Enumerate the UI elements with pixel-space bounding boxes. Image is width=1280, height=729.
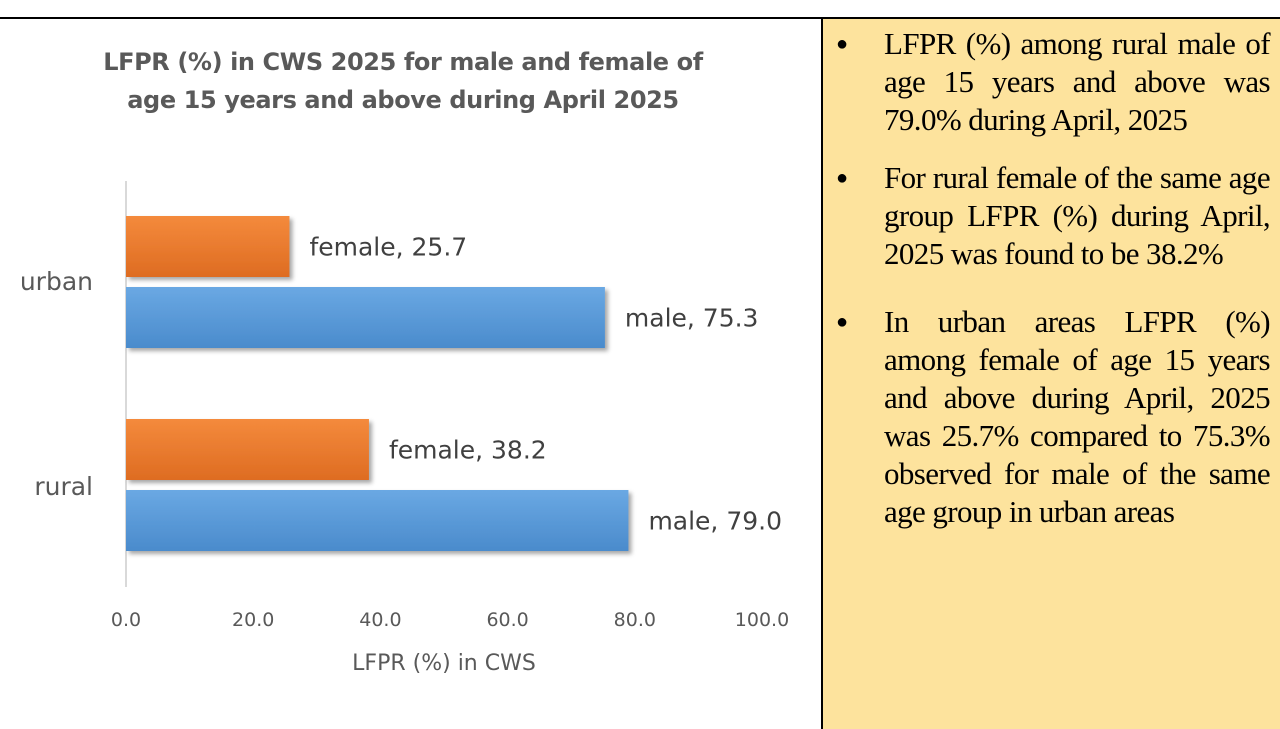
summary-bullet-rural-male: ● LFPR (%) among rural male of age 15 ye… bbox=[836, 25, 1271, 139]
summary-panel: ● LFPR (%) among rural male of age 15 ye… bbox=[823, 19, 1280, 729]
chart-title-line-1: LFPR (%) in CWS 2025 for male and female… bbox=[103, 48, 703, 76]
data-label-urban-female: female, 25.7 bbox=[309, 233, 467, 262]
data-label-urban-male: male, 75.3 bbox=[625, 304, 759, 333]
x-tick-label: 100.0 bbox=[735, 609, 789, 631]
bullet-icon: ● bbox=[836, 311, 849, 333]
chart-panel: LFPR (%) in CWS 2025 for male and female… bbox=[0, 19, 821, 729]
x-axis-title: LFPR (%) in CWS bbox=[352, 651, 536, 676]
summary-bullet-urban: ● In urban areas LFPR (%) among female o… bbox=[836, 303, 1271, 531]
category-label-rural: rural bbox=[34, 472, 93, 501]
bar-urban-male bbox=[126, 287, 605, 348]
summary-bullet-rural-female: ● For rural female of the same age group… bbox=[836, 159, 1271, 273]
bullet-icon: ● bbox=[836, 33, 849, 55]
summary-text: LFPR (%) among rural male of age 15 year… bbox=[884, 26, 1271, 137]
bar-rural-female bbox=[126, 419, 369, 480]
chart-title-line-2: age 15 years and above during April 2025 bbox=[127, 86, 679, 114]
category-label-urban: urban bbox=[20, 267, 93, 296]
x-tick-label: 0.0 bbox=[111, 609, 141, 631]
top-border bbox=[0, 17, 1280, 19]
chart-title: LFPR (%) in CWS 2025 for male and female… bbox=[0, 43, 806, 119]
x-tick-label: 60.0 bbox=[486, 609, 528, 631]
x-tick-label: 40.0 bbox=[359, 609, 401, 631]
bullet-icon: ● bbox=[836, 167, 849, 189]
data-label-rural-female: female, 38.2 bbox=[389, 436, 547, 465]
bar-chart: female, 25.7 male, 75.3 urban female, 38.2 m… bbox=[20, 181, 789, 676]
summary-text: For rural female of the same age group L… bbox=[884, 160, 1271, 271]
x-tick-label: 80.0 bbox=[614, 609, 656, 631]
bar-urban-female bbox=[126, 216, 290, 277]
x-tick-label: 20.0 bbox=[232, 609, 274, 631]
data-label-rural-male: male, 79.0 bbox=[648, 507, 782, 536]
panel-divider bbox=[821, 17, 823, 729]
summary-list: ● LFPR (%) among rural male of age 15 ye… bbox=[823, 25, 1280, 531]
bar-rural-male bbox=[126, 490, 629, 551]
summary-text: In urban areas LFPR (%) among female of … bbox=[884, 304, 1271, 529]
